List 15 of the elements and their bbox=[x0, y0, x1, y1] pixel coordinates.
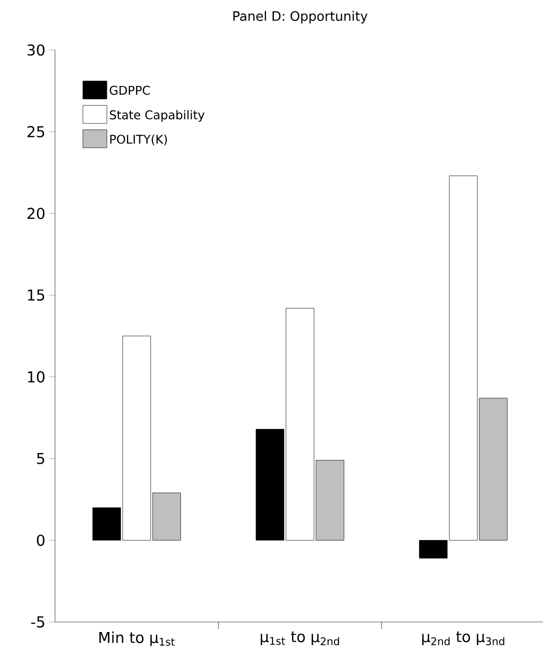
legend-label: GDPPC bbox=[110, 86, 150, 95]
chart-title: Panel D: Opportunity bbox=[233, 10, 368, 24]
legend-label: POLITY(K) bbox=[110, 134, 167, 146]
y-tick-label: -5 bbox=[31, 616, 44, 628]
y-tick-label: 15 bbox=[28, 290, 44, 301]
y-tick-label: 30 bbox=[28, 44, 44, 56]
y-tick-label: 20 bbox=[27, 208, 44, 220]
y-tick-label: 5 bbox=[37, 452, 44, 464]
y-tick-label: 25 bbox=[27, 126, 44, 138]
x-tick-label: μ$_{2nd}$ to μ$_{3nd}$ bbox=[422, 632, 504, 646]
y-tick-label: 10 bbox=[28, 371, 44, 383]
x-tick-label: Min to μ$_{1st}$ bbox=[99, 632, 175, 646]
y-tick-label: 0 bbox=[36, 534, 44, 546]
legend-label: State Capability bbox=[110, 110, 204, 122]
x-tick-label: μ$_{1st}$ to μ$_{2nd}$ bbox=[260, 632, 340, 646]
